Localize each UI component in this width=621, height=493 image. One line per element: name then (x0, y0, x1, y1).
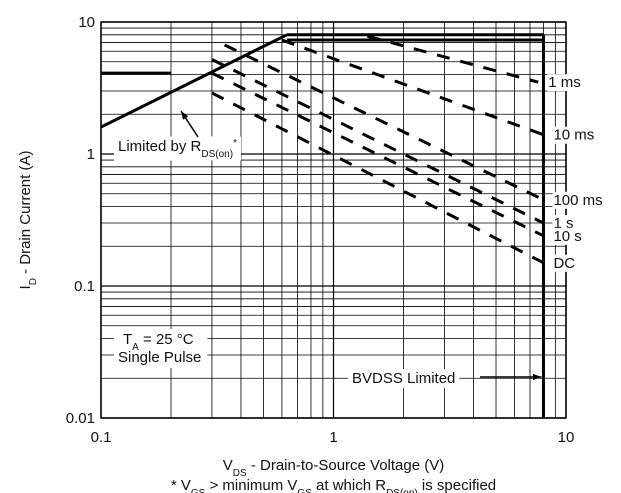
label-bg (552, 227, 583, 245)
annotation-bg (114, 136, 242, 161)
annotation-part: DS(on) (201, 149, 233, 160)
pulse-line (223, 43, 545, 202)
x-axis-label-part: V (223, 457, 233, 474)
pulse-line (211, 58, 545, 225)
series-label: 100 ms (553, 192, 602, 209)
label-bg (552, 191, 604, 209)
y-axis-label-part: D (28, 278, 39, 285)
label-bg (547, 74, 582, 92)
footnote-part: * V (171, 477, 191, 493)
label-bg (552, 126, 596, 144)
footnote-part: GS (297, 488, 312, 493)
x-tick-label: 10 (558, 429, 575, 446)
label-bg (552, 254, 577, 272)
y-axis-label-part: - Drain Current (A) (17, 151, 34, 279)
x-tick-label: 1 (329, 429, 337, 446)
arrow-head (533, 373, 542, 381)
pulse-line (281, 38, 544, 137)
annotation-part: = 25 °C (139, 331, 194, 348)
x-axis-label: VDS - Drain-to-Source Voltage (V) (223, 457, 445, 479)
annotation-part: A (132, 342, 139, 353)
limit-line (100, 33, 288, 129)
annotation: Limited by RDS(on)* (118, 138, 237, 160)
footnote-part: is specified (418, 477, 496, 493)
footnote: * VGS > minimum VGS at which RDS(on) is … (171, 477, 496, 493)
series-label: DC (553, 255, 575, 272)
arrow-head (181, 111, 189, 120)
y-axis-label-part: I (17, 285, 34, 289)
footnote-part: at which R (312, 477, 386, 493)
x-tick-label: 0.1 (91, 429, 112, 446)
label-bg (552, 215, 575, 233)
x-axis-label-part: DS (233, 468, 247, 479)
annotation: Single Pulse (118, 349, 201, 366)
y-tick-label: 0.1 (74, 278, 95, 295)
y-tick-label: 0.01 (66, 410, 95, 427)
annotation-part: Limited by R (118, 138, 202, 155)
series-label: 1 ms (548, 74, 581, 91)
series-label: 10 ms (553, 127, 594, 144)
y-tick-label: 10 (78, 14, 95, 31)
y-axis-label: ID - Drain Current (A) (17, 151, 39, 290)
annotation-bg (348, 369, 460, 388)
annotation-part: T (123, 331, 132, 348)
pulse-line (367, 34, 539, 84)
footnote-part: DS(on) (386, 488, 418, 493)
annotation-bg (114, 329, 208, 368)
annotation: BVDSS Limited (352, 370, 455, 387)
annotation-part: * (233, 138, 237, 149)
series-label: 10 s (553, 228, 581, 245)
y-tick-label: 1 (87, 146, 95, 163)
annotation: TA = 25 °C (123, 331, 194, 353)
footnote-part: GS (191, 488, 206, 493)
series-label: 1 s (553, 215, 573, 232)
x-axis-label-part: - Drain-to-Source Voltage (V) (247, 457, 445, 474)
footnote-part: > minimum V (205, 477, 297, 493)
